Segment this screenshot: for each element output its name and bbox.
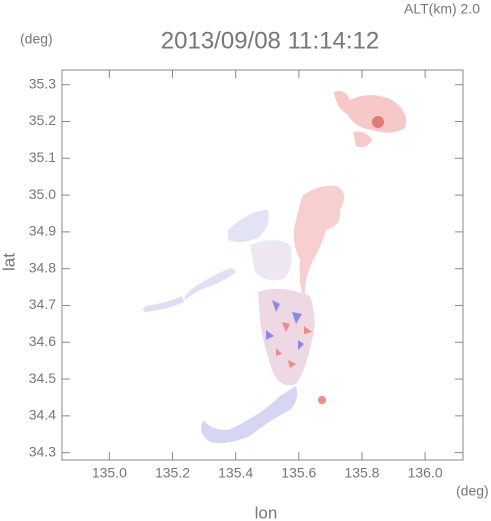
echo-region: [334, 91, 407, 133]
y-tick-label: 34.5: [29, 370, 56, 386]
x-tick-label: 135.6: [281, 465, 316, 481]
echo-region: [143, 296, 184, 312]
y-tick-label: 34.8: [29, 259, 56, 275]
echo-region: [258, 288, 315, 386]
echo-region: [250, 240, 292, 281]
echo-region: [318, 396, 326, 404]
echo-region: [184, 268, 236, 300]
echo-region: [266, 300, 304, 350]
altitude-label: ALT(km) 2.0: [404, 1, 480, 17]
y-tick-label: 34.4: [29, 407, 56, 423]
echo-region: [353, 131, 372, 148]
echo-region: [201, 386, 298, 444]
x-axis-label: lon: [255, 503, 278, 521]
x-tick-label: 135.0: [92, 465, 127, 481]
x-tick-label: 135.8: [344, 465, 379, 481]
echo-regions: [143, 91, 407, 444]
x-unit: (deg): [456, 483, 489, 499]
y-tick-label: 35.2: [29, 112, 56, 128]
echo-region: [372, 116, 384, 128]
y-tick-label: 34.3: [29, 443, 56, 459]
x-tick-label: 135.2: [155, 465, 190, 481]
y-unit: (deg): [20, 31, 53, 47]
x-tick-label: 135.4: [218, 465, 253, 481]
x-tick-label: 136.0: [408, 465, 443, 481]
y-axis-label: lat: [0, 253, 18, 271]
y-tick-label: 34.9: [29, 223, 56, 239]
echo-region: [293, 185, 345, 300]
echo-region: [228, 210, 269, 243]
y-tick-label: 35.3: [29, 75, 56, 91]
plot-frame: [61, 69, 464, 461]
chart-title: 2013/09/08 11:14:12: [161, 27, 379, 54]
y-tick-label: 34.7: [29, 296, 56, 312]
y-tick-label: 34.6: [29, 333, 56, 349]
y-tick-label: 35.0: [29, 186, 56, 202]
y-tick-label: 35.1: [29, 149, 56, 165]
